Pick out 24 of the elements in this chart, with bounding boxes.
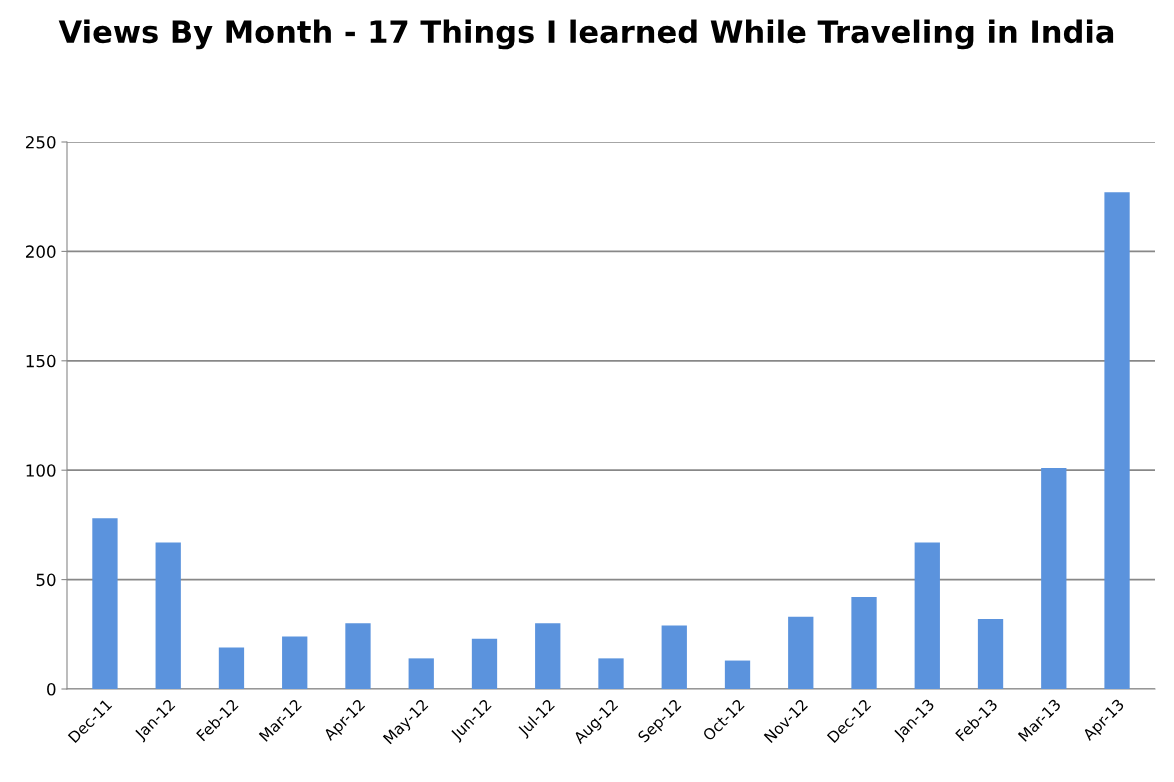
chart-title: Views By Month - 17 Things I learned While Traveling in India: [58, 19, 1114, 50]
bar: [92, 518, 118, 689]
bar: [851, 597, 877, 689]
bar: [408, 658, 434, 689]
y-tick-label: 100: [26, 464, 56, 477]
bar: [345, 623, 371, 689]
bar: [1041, 468, 1067, 689]
bar: [282, 636, 308, 689]
bar: [535, 623, 561, 689]
bar: [914, 542, 940, 689]
y-tick-label: 150: [26, 354, 56, 368]
bar: [661, 625, 687, 689]
bar: [155, 542, 181, 689]
y-tick-label: 250: [25, 135, 56, 149]
y-tick-label: 50: [36, 573, 56, 587]
bar: [598, 658, 624, 689]
y-tick-label: 200: [25, 245, 56, 258]
bar: [724, 660, 751, 689]
y-tick-label: 0: [47, 682, 56, 696]
bar: [788, 616, 814, 689]
bar: [977, 618, 1004, 689]
bar: [471, 638, 498, 689]
bar: [1104, 192, 1130, 689]
bar: [218, 647, 245, 689]
